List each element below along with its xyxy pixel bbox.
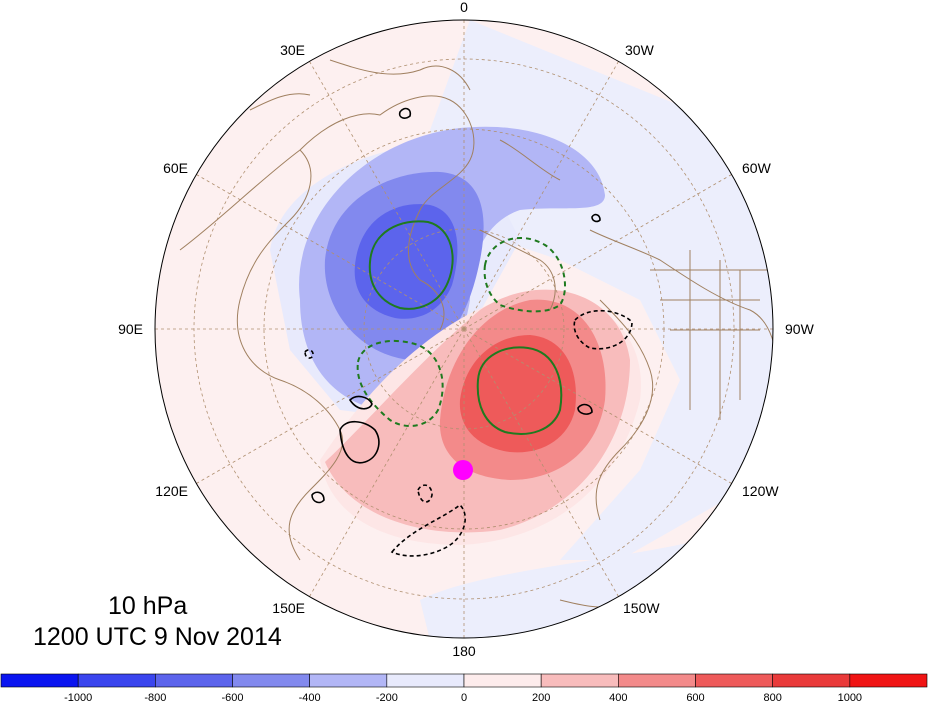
black-contours: [304, 107, 633, 557]
colorbar-box: [618, 673, 696, 688]
colorbar-tick-label: 200: [532, 692, 550, 703]
green-contours: [356, 220, 566, 435]
green-dashed-contour-south: [356, 339, 444, 427]
colorbar-tick-label: -1000: [64, 692, 92, 703]
green-solid-contour-east: [476, 346, 563, 435]
title-time: 1200 UTC 9 Nov 2014: [33, 623, 282, 651]
black-dashed-contour-4: [304, 349, 314, 359]
colorbar-tick-label: -400: [299, 692, 321, 703]
colorbar-box: [232, 673, 310, 688]
title-level: 10 hPa: [108, 592, 188, 620]
map-border: [154, 19, 774, 639]
black-dashed-contour-3: [417, 484, 433, 503]
colorbar-box: [695, 673, 773, 688]
black-solid-contour-6: [591, 213, 601, 223]
black-dashed-contour-2: [390, 503, 466, 557]
black-solid-contour-1: [339, 420, 380, 464]
black-dashed-contour-1: [573, 309, 633, 350]
colorbar: -1000 -800 -600 -400 -200 0 200 400 600 800 1000: [0, 673, 928, 703]
lon-label-150e: 150E: [272, 600, 305, 616]
lon-label-60e: 60E: [163, 160, 188, 176]
black-solid-contour-4: [398, 107, 412, 119]
colorbar-box: [77, 673, 156, 688]
colorbar-box: [386, 673, 465, 688]
colorbar-tick-label: 800: [763, 692, 781, 703]
colorbar-boxes: [0, 673, 928, 688]
colorbar-tick-label: -600: [221, 692, 243, 703]
lon-label-180: 180: [452, 643, 476, 659]
pole-marker: [453, 460, 473, 480]
colorbar-box: [772, 673, 851, 688]
lon-label-90e: 90E: [118, 321, 143, 337]
lon-label-120e: 120E: [155, 483, 188, 499]
colorbar-tick-label: -200: [376, 692, 398, 703]
colorbar-tick-label: 600: [686, 692, 704, 703]
colorbar-tick-label: 1000: [838, 692, 862, 703]
green-solid-contour-west: [368, 220, 454, 310]
red-region-level-4: [459, 335, 576, 453]
colorbar-box: [155, 673, 233, 688]
black-solid-contour-3: [311, 491, 325, 504]
colorbar-box: [309, 673, 388, 688]
colorbar-box: [463, 673, 542, 688]
colorbar-box: [849, 673, 928, 688]
lon-label-150w: 150W: [623, 600, 660, 616]
colorbar-box: [0, 673, 79, 688]
black-solid-contour-5: [577, 403, 593, 415]
lon-label-90w: 90W: [785, 321, 815, 337]
colorbar-tick-label: 400: [609, 692, 627, 703]
lon-label-60w: 60W: [742, 160, 772, 176]
longitude-labels: 0 30W 60W 90W 120W 150W 180 150E 120E 90…: [118, 0, 814, 659]
lon-label-120w: 120W: [742, 483, 779, 499]
colorbar-box: [540, 673, 619, 688]
lon-label-30e: 30E: [280, 42, 305, 58]
blue-region-level-4: [354, 204, 458, 319]
colorbar-tick-label: -800: [144, 692, 166, 703]
colorbar-labels: -1000 -800 -600 -400 -200 0 200 400 600 800 1000: [64, 692, 862, 703]
coastlines: [179, 59, 773, 608]
lon-label-30w: 30W: [625, 42, 655, 58]
colorbar-tick-label: 0: [461, 692, 467, 703]
black-solid-contour-2: [348, 395, 373, 410]
lon-label-0: 0: [460, 0, 468, 15]
